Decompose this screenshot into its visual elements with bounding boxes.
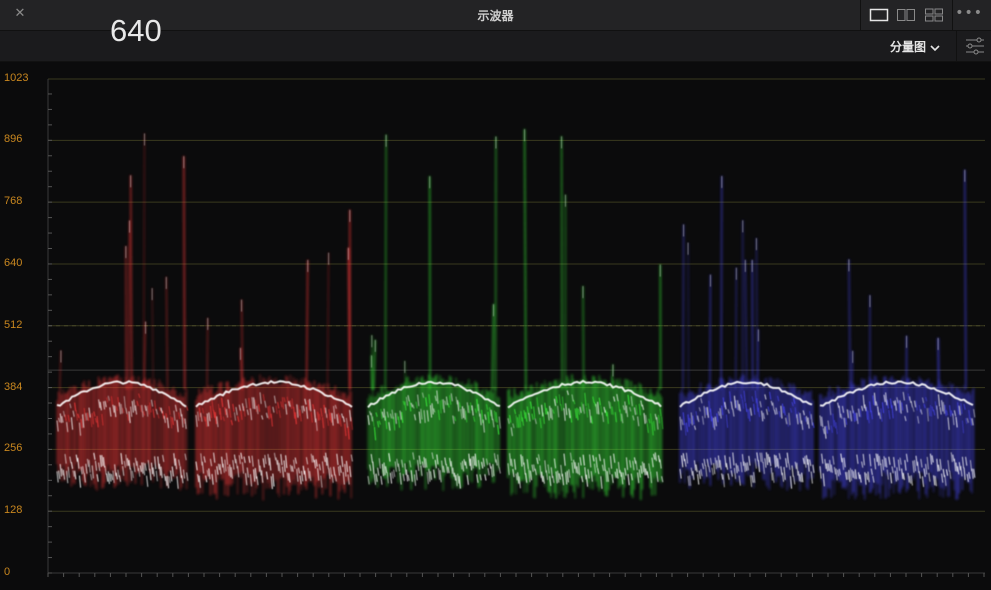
dual-layout-icon[interactable]	[896, 8, 916, 22]
scope-mode-dropdown[interactable]: 分量图	[890, 38, 940, 55]
parade-scope	[0, 62, 991, 586]
y-tick-label: 1023	[4, 72, 44, 84]
blue-channel-waveform	[680, 170, 975, 500]
y-tick-label: 256	[4, 442, 44, 454]
cursor-value-readout: 640	[110, 13, 162, 49]
y-tick-label: 512	[4, 319, 44, 331]
more-icon[interactable]: •••	[955, 5, 983, 21]
y-tick-label: 0	[4, 566, 44, 578]
red-channel-waveform	[57, 133, 352, 500]
divider	[952, 0, 953, 30]
single-layout-icon[interactable]	[869, 8, 889, 22]
sliders-icon	[957, 31, 991, 61]
y-tick-label: 896	[4, 133, 44, 145]
y-tick-label: 384	[4, 381, 44, 393]
y-tick-label: 640	[4, 257, 44, 269]
quad-layout-icon[interactable]	[924, 8, 944, 22]
y-tick-label: 128	[4, 504, 44, 516]
scope-mode-label: 分量图	[890, 40, 926, 54]
chevron-down-icon	[930, 44, 940, 52]
settings-button[interactable]	[956, 31, 991, 61]
y-tick-label: 768	[4, 195, 44, 207]
green-channel-waveform	[368, 129, 663, 500]
waveform-canvas	[0, 62, 991, 586]
divider	[860, 0, 861, 30]
